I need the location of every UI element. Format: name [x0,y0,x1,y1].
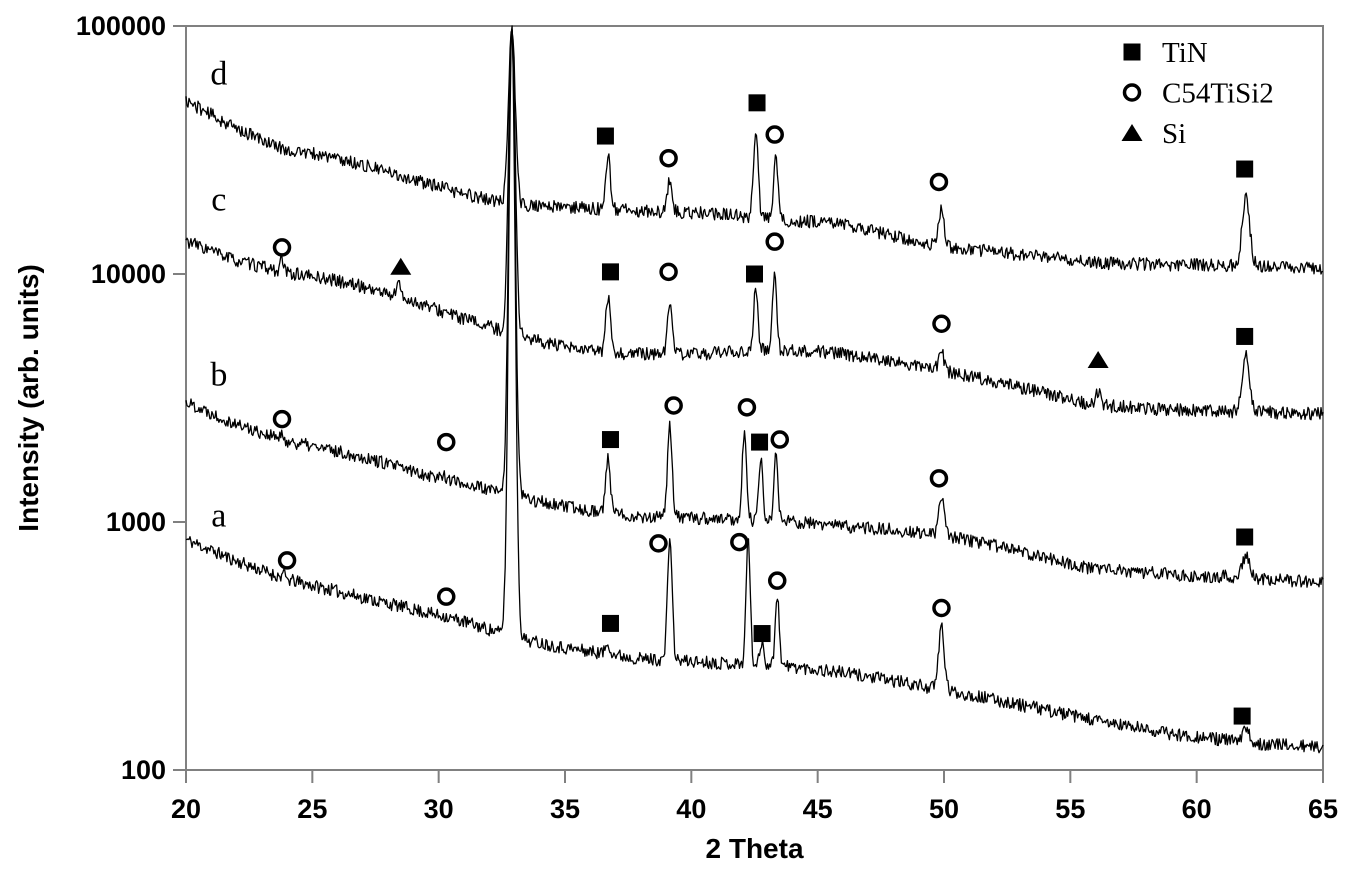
x-tick-label: 50 [929,794,959,824]
x-tick-label: 30 [424,794,454,824]
series-b-label: b [210,357,227,394]
legend-si-marker-triangle-icon [1121,124,1143,141]
tin-marker-square-icon [1236,528,1254,546]
si-marker-triangle-icon [390,257,412,275]
c54tisi2-marker-circle-icon [730,532,749,552]
tin-marker-square-icon [601,263,619,281]
tin-marker-square-icon [1236,160,1254,178]
x-tick-label: 65 [1308,794,1338,824]
x-tick-label: 35 [550,794,580,824]
si-marker-triangle-icon [1087,351,1109,369]
tin-marker-square-icon [748,94,766,112]
plot-area-border [185,25,1324,771]
x-tick-label: 20 [171,794,201,824]
x-tick-label: 55 [1055,794,1085,824]
c54tisi2-marker-circle-icon [272,238,292,257]
c54tisi2-marker-circle-icon [929,172,949,192]
tin-marker-square-icon [751,433,769,451]
c54tisi2-marker-circle-icon [932,598,951,618]
tin-marker-square-icon [1236,327,1254,345]
series-c-label: c [211,182,226,219]
y-tick-label: 1000 [106,507,166,537]
series-d-trace [185,30,1324,275]
c54tisi2-marker-circle-icon [659,148,678,168]
x-tick-label: 45 [803,794,833,824]
c54tisi2-marker-circle-icon [932,314,951,334]
x-tick-label: 25 [297,794,327,824]
legend-label-c54tisi2: C54TiSi2 [1162,78,1274,110]
legend-tin-marker-square-icon [1123,43,1141,61]
c54tisi2-marker-circle-icon [765,125,784,144]
c54tisi2-marker-circle-icon [929,469,949,488]
c54tisi2-marker-circle-icon [659,262,678,282]
series-a-label: a [211,497,226,534]
series-b-trace [185,25,1324,588]
x-tick-label: 60 [1182,794,1212,824]
y-tick-label: 10000 [91,259,166,289]
legend-c54tisi2-marker-circle-icon [1122,83,1142,102]
tin-marker-square-icon [601,431,619,449]
legend-label-tin: TiN [1162,37,1208,69]
c54tisi2-marker-circle-icon [737,398,757,417]
c54tisi2-marker-circle-icon [770,430,790,449]
series-d-label: d [210,56,227,93]
series-c-trace [185,29,1324,421]
tin-marker-square-icon [596,127,614,145]
c54tisi2-marker-circle-icon [767,571,787,590]
c54tisi2-marker-circle-icon [436,587,456,606]
c54tisi2-marker-circle-icon [277,551,297,570]
x-tick-label: 40 [676,794,706,824]
c54tisi2-marker-circle-icon [765,232,784,251]
y-axis-title: Intensity (arb. units) [13,264,44,532]
c54tisi2-marker-circle-icon [436,432,456,452]
tin-marker-square-icon [1233,707,1251,725]
tin-marker-square-icon [601,614,619,632]
y-tick-label: 100000 [76,11,166,41]
c54tisi2-marker-circle-icon [649,534,668,553]
x-axis-title: 2 Theta [705,833,803,864]
series-a-trace [185,29,1324,754]
legend-label-si: Si [1162,118,1186,150]
tin-marker-square-icon [746,265,763,283]
c54tisi2-marker-circle-icon [272,409,292,429]
y-tick-label: 100 [121,755,166,785]
tin-marker-square-icon [753,625,771,643]
c54tisi2-marker-circle-icon [664,396,683,415]
